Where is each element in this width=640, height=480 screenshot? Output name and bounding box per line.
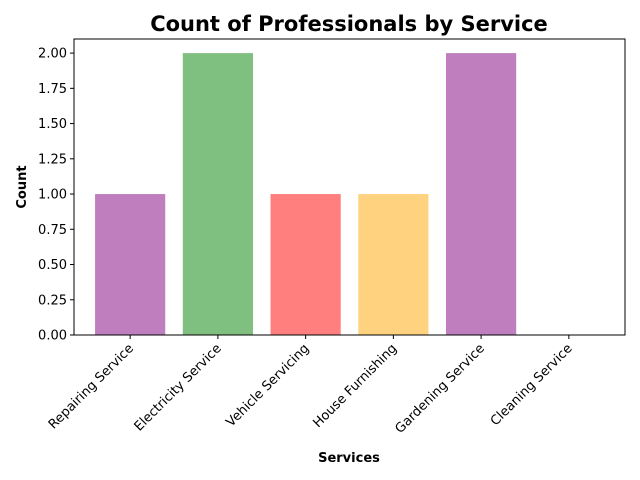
- bars-group: [95, 53, 517, 335]
- x-tick-label: Repairing Service: [46, 341, 137, 432]
- y-tick-label: 2.00: [38, 47, 67, 62]
- y-tick-label: 1.50: [38, 117, 67, 132]
- plot-frame: [73, 38, 626, 336]
- x-tick-label: Vehicle Servicing: [224, 341, 313, 430]
- x-tick-label: Electricity Service: [132, 341, 225, 434]
- x-axis-label: Services: [318, 451, 380, 466]
- y-tick-label: 0.75: [38, 223, 67, 238]
- bar-gardening-service: [446, 53, 517, 335]
- y-axis-label: Count: [15, 165, 30, 208]
- y-tick-label: 0.50: [38, 258, 67, 273]
- bar-vehicle-servicing: [270, 194, 341, 335]
- y-tick-label: 0.00: [38, 329, 67, 344]
- bar-repairing-service: [95, 194, 166, 335]
- y-axis: 0.00 0.25 0.50 0.75 1.00 1.25 1.50 1.75 2.00: [38, 47, 74, 344]
- y-tick-label: 1.25: [38, 152, 67, 167]
- bar-house-furnishing: [358, 194, 429, 335]
- x-tick-label: Gardening Service: [393, 341, 488, 436]
- y-tick-label: 0.25: [38, 293, 67, 308]
- chart-title: Count of Professionals by Service: [150, 12, 548, 36]
- bar-electricity-service: [182, 53, 253, 335]
- x-tick-label: House Furnishing: [310, 341, 400, 431]
- x-tick-label: Cleaning Service: [488, 341, 576, 429]
- y-tick-label: 1.75: [38, 82, 67, 97]
- y-tick-label: 1.00: [38, 188, 67, 203]
